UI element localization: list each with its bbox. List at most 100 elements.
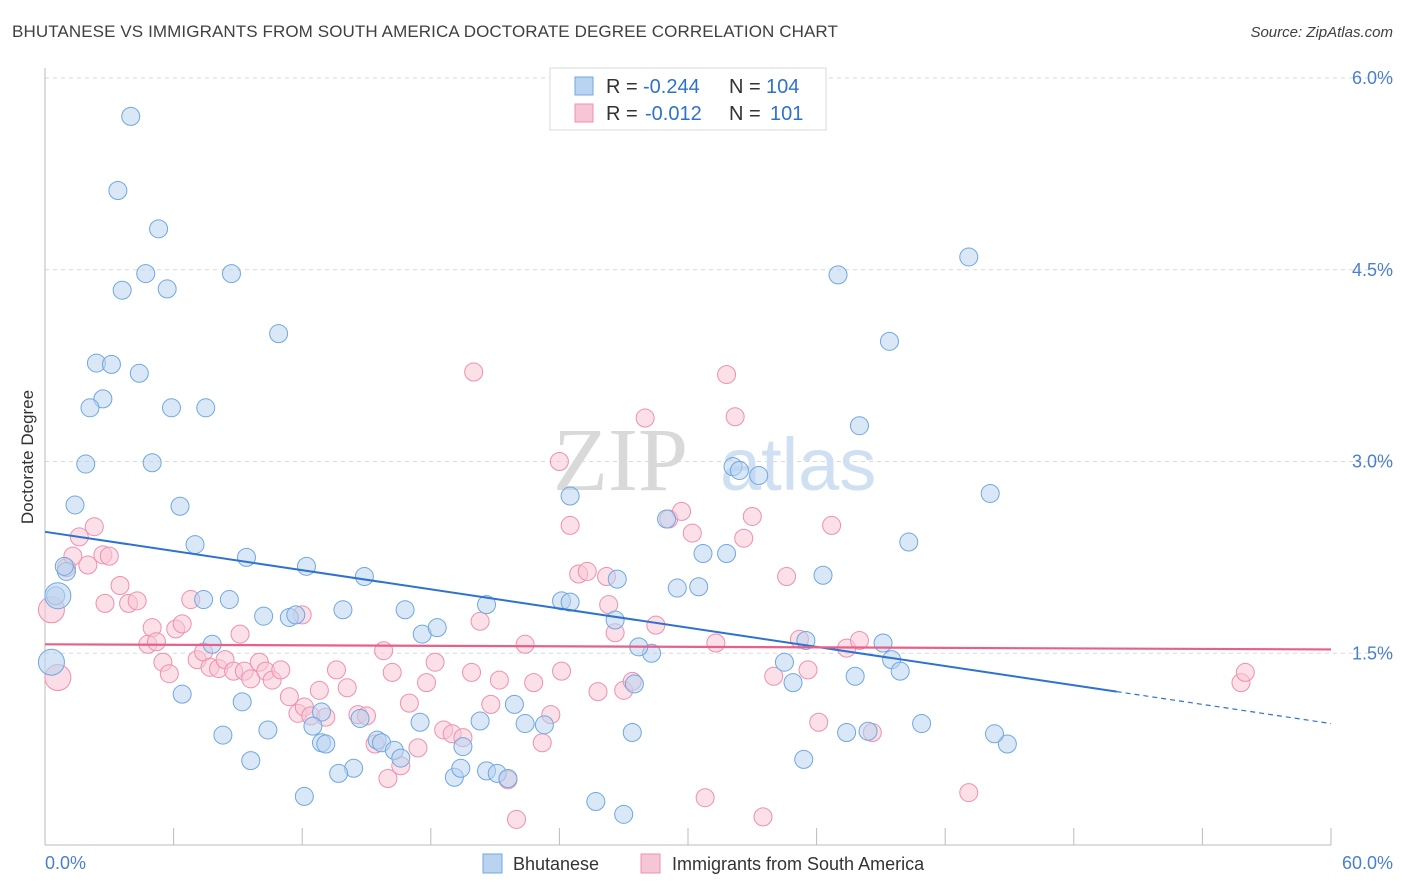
bhutanese-point-18: [170, 496, 190, 516]
bhutanese-point-15: [76, 454, 96, 474]
immigrants-point-4: [84, 517, 104, 537]
bhutanese-point-0: [121, 106, 141, 126]
immigrants-point-66: [588, 682, 608, 702]
immigrants-point-87: [809, 712, 829, 732]
bhutanese-point-79: [693, 544, 713, 564]
immigrants-point-3: [78, 555, 98, 575]
y-tick-label-1: 3.0%: [1352, 452, 1393, 472]
immigrants-point-97: [378, 769, 398, 789]
immigrants-point-99: [549, 452, 569, 471]
chart-title: BHUTANESE VS IMMIGRANTS FROM SOUTH AMERI…: [12, 22, 838, 41]
legend-n-value-2: 101: [770, 103, 803, 125]
immigrants-point-45: [399, 693, 419, 713]
bhutanese-trend-extension: [1116, 691, 1332, 725]
immigrants-point-63: [560, 515, 580, 535]
bhutanese-point-78: [689, 577, 709, 597]
bhutanese-point-4: [221, 264, 241, 284]
bhutanese-point-64: [470, 711, 490, 731]
y-axis-label: Doctorate Degree: [18, 390, 37, 524]
immigrants-point-88: [822, 515, 842, 535]
watermark: ZIP atlas: [553, 411, 876, 510]
bhutanese-point-5: [112, 280, 132, 300]
bhutanese-point-46: [311, 702, 331, 722]
immigrants-point-16: [172, 614, 192, 634]
bhutanese-point-12: [80, 398, 100, 418]
immigrants-point-52: [462, 662, 482, 682]
bhutanese-point-16: [142, 453, 162, 473]
bhutanese-point-72: [614, 804, 634, 824]
bhutanese-point-88: [813, 565, 833, 585]
bhutanese-point-101: [980, 483, 1000, 503]
bhutanese-point-6: [157, 279, 177, 299]
immigrants-point-14: [159, 664, 179, 684]
bhutanese-point-42: [232, 692, 252, 712]
bhutanese-point-56: [391, 748, 411, 768]
immigrants-point-42: [374, 641, 394, 661]
immigrants-point-83: [764, 666, 784, 686]
immigrants-point-7: [110, 575, 130, 595]
source-note: Source: ZipAtlas.com: [1250, 24, 1393, 41]
immigrants-point-57: [507, 809, 527, 829]
bhutanese-point-57: [410, 712, 430, 732]
bottom-legend-swatch-blue: [482, 853, 503, 874]
immigrants-point-76: [695, 788, 715, 808]
immigrants-point-86: [798, 660, 818, 680]
immigrants-point-43: [382, 662, 402, 682]
bhutanese-point-71: [586, 792, 606, 812]
bhutanese-point-52: [350, 708, 370, 728]
bhutanese-point-9: [101, 354, 121, 374]
series-legend: Bhutanese Immigrants from South America: [482, 853, 925, 874]
bhutanese-point-87: [794, 749, 814, 769]
immigrants-point-9: [127, 591, 147, 611]
bhutanese-point-89: [828, 265, 848, 285]
bhutanese-point-24: [54, 556, 74, 576]
immigrants-point-60: [532, 733, 552, 753]
axes: [44, 68, 1332, 846]
bhutanese-point-83: [749, 466, 769, 486]
bhutanese-point-31: [333, 600, 353, 620]
bhutanese-point-67: [534, 715, 554, 735]
bhutanese-point-37: [605, 610, 625, 630]
immigrants-point-84: [777, 567, 797, 587]
immigrants-point-94: [1235, 662, 1255, 682]
immigrants-point-80: [734, 528, 754, 548]
bhutanese-point-51: [329, 763, 349, 783]
bhutanese-point-85: [783, 673, 803, 693]
bhutanese-point-49: [316, 734, 336, 754]
bhutanese-point-91: [837, 723, 857, 743]
x-tick-label-min: 0.0%: [45, 853, 86, 873]
bhutanese-point-68: [294, 786, 314, 806]
tick-labels: 1.5% 3.0% 4.5% 6.0% 0.0% 60.0%: [45, 68, 1393, 873]
bhutanese-point-76: [657, 509, 677, 529]
immigrants-point-38: [337, 678, 357, 698]
bhutanese-point-84: [774, 652, 794, 672]
immigrants-point-26: [241, 669, 261, 689]
bhutanese-point-14: [196, 398, 216, 418]
legend-r-value-2: -0.012: [645, 103, 702, 125]
bhutanese-point-90: [849, 416, 869, 436]
bhutanese-point-63: [498, 769, 518, 789]
immigrants-point-92: [959, 783, 979, 803]
immigrants-point-58: [515, 634, 535, 654]
legend-n-value-1: 104: [766, 76, 799, 98]
immigrants-point-6: [95, 593, 115, 613]
bottom-legend-bhutanese: Bhutanese: [513, 854, 599, 874]
bhutanese-large-point-1: [44, 582, 72, 610]
bhutanese-point-45: [241, 751, 261, 771]
bhutanese-point-19: [185, 535, 205, 555]
series-bhutanese-points: [37, 106, 1017, 824]
bhutanese-point-74: [624, 674, 644, 694]
immigrants-point-53: [470, 611, 490, 631]
immigrants-point-46: [408, 738, 428, 758]
legend-n-label-1: N =: [729, 76, 761, 98]
legend-r-label-1: R =: [606, 76, 638, 98]
legend-swatch-blue: [574, 76, 594, 96]
immigrants-point-12: [146, 632, 166, 652]
bhutanese-point-65: [504, 694, 524, 714]
bhutanese-point-73: [622, 723, 642, 743]
immigrants-point-81: [742, 506, 762, 526]
bhutanese-point-35: [477, 595, 497, 615]
bhutanese-point-26: [194, 590, 214, 610]
immigrants-point-62: [552, 661, 572, 681]
bhutanese-point-94: [873, 633, 893, 653]
